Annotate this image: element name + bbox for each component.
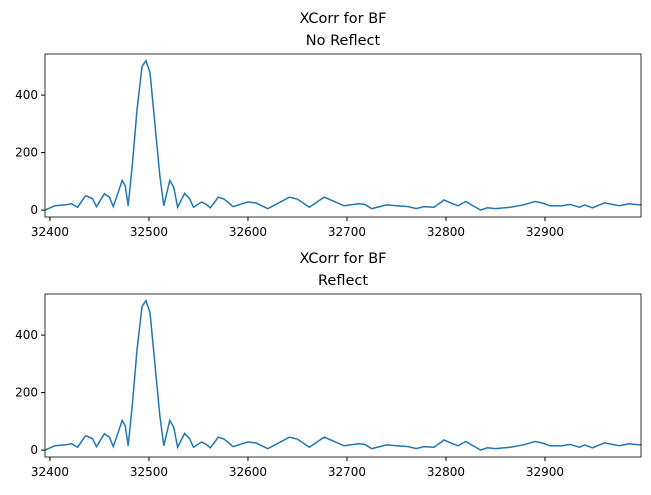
x-tick-label: 32400: [31, 465, 69, 479]
chart-title: XCorr for BF: [300, 251, 387, 267]
x-tick-label: 32500: [130, 225, 168, 239]
y-tick-label: 200: [15, 146, 38, 160]
y-tick-label: 400: [15, 88, 38, 102]
x-tick-label: 32700: [328, 225, 366, 239]
x-tick-label: 32600: [229, 225, 267, 239]
chart-subtitle: Reflect: [318, 273, 368, 289]
chart-subtitle: No Reflect: [306, 33, 381, 49]
x-tick-label: 32400: [31, 225, 69, 239]
axes-frame: [44, 53, 642, 218]
x-tick-label: 32500: [130, 465, 168, 479]
y-tick-label: 0: [30, 203, 38, 217]
x-tick-label: 32900: [526, 225, 564, 239]
y-tick-label: 200: [15, 386, 38, 400]
line: [44, 58, 642, 211]
x-tick-label: 32800: [427, 465, 465, 479]
x-tick-label: 32700: [328, 465, 366, 479]
axes-frame: [44, 293, 642, 458]
x-tick-label: 32800: [427, 225, 465, 239]
x-tick-label: 32900: [526, 465, 564, 479]
x-tick-label: 32600: [229, 465, 267, 479]
line: [44, 298, 642, 451]
y-tick-label: 0: [30, 443, 38, 457]
y-tick-label: 400: [15, 328, 38, 342]
chart-title: XCorr for BF: [300, 11, 387, 27]
